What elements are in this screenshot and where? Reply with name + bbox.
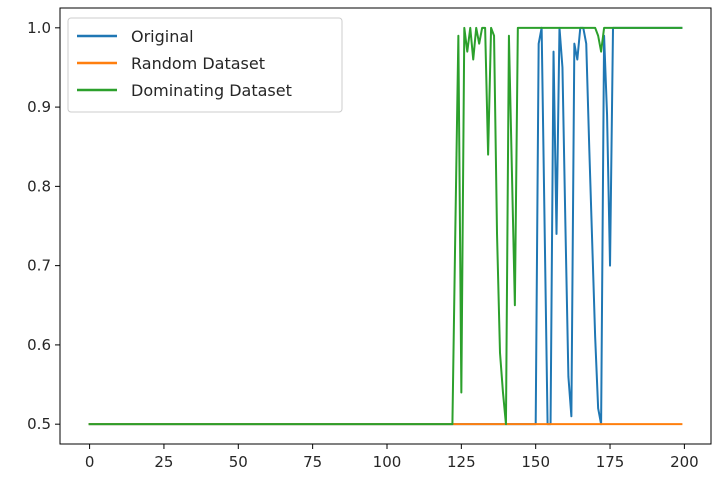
x-tick-label: 150 [521, 453, 550, 471]
x-tick-label: 200 [670, 453, 699, 471]
legend-label-1: Random Dataset [131, 54, 265, 73]
x-tick-label: 25 [154, 453, 173, 471]
x-tick-label: 100 [373, 453, 402, 471]
plot-lines [88, 26, 683, 426]
axes: 0 25 50 75 100 125 150 175 200 0.5 0.6 0.7 0.8 0.9 1.0 [27, 7, 712, 471]
y-tick-label: 0.6 [27, 336, 51, 354]
legend-box [67, 17, 343, 113]
legend-label-2: Dominating Dataset [131, 81, 292, 100]
y-tick-label: 1.0 [27, 19, 51, 37]
x-tick-label: 175 [596, 453, 625, 471]
plot-frame [59, 7, 712, 445]
y-tick-label: 0.9 [27, 98, 51, 116]
y-tick-label: 0.7 [27, 257, 51, 275]
x-tick-label: 125 [447, 453, 476, 471]
legend: Original Random Dataset Dominating Dataset [67, 17, 343, 113]
y-tick-label: 0.5 [27, 415, 51, 433]
x-tick-label: 0 [85, 453, 95, 471]
legend-label-0: Original [131, 27, 194, 46]
series-line-2 [88, 26, 683, 426]
x-tick-label: 75 [303, 453, 322, 471]
x-tick-label: 50 [229, 453, 248, 471]
y-tick-label: 0.8 [27, 177, 51, 195]
